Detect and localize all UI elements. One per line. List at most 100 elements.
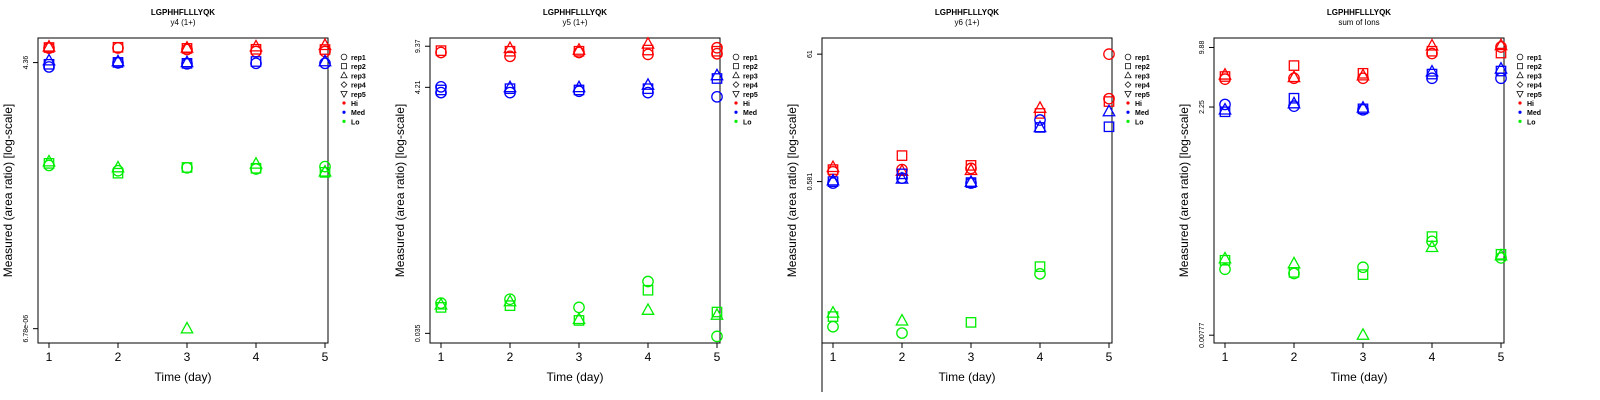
data-point-lo xyxy=(711,306,723,318)
data-point-lo xyxy=(434,297,448,310)
chart-subtitle: y6 (1+) xyxy=(954,18,979,27)
chart-subtitle: y4 (1+) xyxy=(170,18,195,27)
x-axis-label: Time (day) xyxy=(939,370,996,384)
data-point-hi xyxy=(572,42,586,55)
legend-marker xyxy=(732,81,740,88)
data-point-med xyxy=(827,176,839,187)
legend-label: rep3 xyxy=(1527,73,1542,80)
data-point-hi xyxy=(964,162,978,176)
legend-color-dot xyxy=(1126,119,1130,123)
data-point-med xyxy=(572,79,586,93)
data-point-lo xyxy=(642,275,654,288)
data-point-hi xyxy=(435,46,447,59)
y-axis-label: Measured (area ratio) [log-scale] xyxy=(785,104,799,277)
legend-marker xyxy=(1517,63,1523,70)
plot-frame xyxy=(37,37,329,344)
data-point-hi xyxy=(503,40,517,54)
data-point-hi xyxy=(1287,69,1301,83)
legend-label: Med xyxy=(1527,110,1541,117)
legend-marker xyxy=(1516,53,1524,61)
data-point-med xyxy=(180,54,194,68)
data-point-hi xyxy=(641,36,655,49)
chart-title: LGPHHFLLLYQK xyxy=(1327,8,1391,17)
data-point-med xyxy=(435,80,447,93)
data-point-med xyxy=(965,177,977,188)
data-point-hi xyxy=(318,37,332,51)
legend-label: rep3 xyxy=(743,73,758,80)
legend-color-dot xyxy=(1518,119,1522,123)
legend-color-dot xyxy=(342,119,346,123)
data-point-lo xyxy=(503,293,517,307)
legend-marker xyxy=(1516,81,1524,88)
data-point-lo xyxy=(1034,261,1046,273)
x-tick-label: 2 xyxy=(115,350,122,364)
legend-label: Lo xyxy=(743,119,752,126)
x-tick-label: 5 xyxy=(322,350,329,364)
data-point-hi xyxy=(1218,67,1232,80)
data-point-hi xyxy=(112,41,124,53)
data-point-hi xyxy=(1495,41,1507,53)
chart-title: LGPHHFLLLYQK xyxy=(935,8,999,17)
legend-label: rep5 xyxy=(351,92,366,99)
legend: rep1 rep2 rep3 rep4 rep5 Hi Med Lo xyxy=(732,53,758,126)
legend-marker xyxy=(340,53,348,61)
legend-color-dot xyxy=(734,110,738,114)
legend-marker xyxy=(341,63,347,70)
x-axis-label: Time (day) xyxy=(547,370,604,384)
legend-marker xyxy=(1516,71,1524,79)
data-point-lo xyxy=(965,317,977,328)
chart-title: LGPHHFLLLYQK xyxy=(151,8,215,17)
y-tick-label: 9.37 xyxy=(415,39,422,53)
data-point-med xyxy=(435,84,447,96)
legend: rep1 rep2 rep3 rep4 rep5 Hi Med Lo xyxy=(340,53,366,126)
x-tick-label: 4 xyxy=(645,350,652,364)
data-point-lo xyxy=(1287,256,1301,269)
data-point-hi xyxy=(896,150,908,161)
data-point-lo xyxy=(435,297,447,310)
data-point-med xyxy=(112,57,124,68)
legend-label: rep2 xyxy=(1527,64,1542,71)
data-point-hi xyxy=(249,39,263,52)
y-tick-label: 61 xyxy=(807,50,814,58)
data-point-lo xyxy=(827,320,839,333)
data-point-hi xyxy=(642,44,654,56)
y-axis-label: Measured (area ratio) [log-scale] xyxy=(1,104,15,277)
data-point-hi xyxy=(711,45,723,57)
data-point-hi xyxy=(1288,72,1300,85)
x-axis-label: Time (day) xyxy=(155,370,212,384)
data-point-hi xyxy=(1103,92,1115,105)
data-point-lo xyxy=(1494,248,1508,261)
data-point-lo xyxy=(1357,269,1369,280)
data-point-hi xyxy=(1495,47,1507,59)
chart-subtitle: sum of Ions xyxy=(1338,18,1379,27)
x-tick-label: 5 xyxy=(714,350,721,364)
data-point-med xyxy=(826,173,840,186)
data-point-hi xyxy=(895,163,909,177)
legend-marker xyxy=(733,63,739,70)
data-point-lo xyxy=(504,293,516,306)
data-point-med xyxy=(1102,103,1116,117)
data-point-med xyxy=(711,90,723,103)
x-tick-label: 3 xyxy=(968,350,975,364)
y-axis-label: Measured (area ratio) [log-scale] xyxy=(393,104,407,277)
data-point-lo xyxy=(42,154,56,167)
legend-label: Hi xyxy=(1527,101,1534,108)
data-point-med xyxy=(250,56,262,67)
legend-marker xyxy=(340,91,348,98)
data-point-med xyxy=(1218,102,1232,115)
legend-marker xyxy=(732,91,740,98)
legend-label: rep5 xyxy=(743,92,758,99)
legend-label: rep3 xyxy=(1135,73,1150,80)
data-point-lo xyxy=(1426,231,1438,242)
legend-label: rep2 xyxy=(351,64,366,71)
y-tick-label: 4.36 xyxy=(23,56,30,70)
data-point-lo xyxy=(1219,263,1231,276)
data-point-med xyxy=(319,57,331,70)
legend-color-dot xyxy=(1126,110,1130,114)
x-tick-label: 4 xyxy=(1037,350,1044,364)
data-point-lo xyxy=(896,327,908,339)
